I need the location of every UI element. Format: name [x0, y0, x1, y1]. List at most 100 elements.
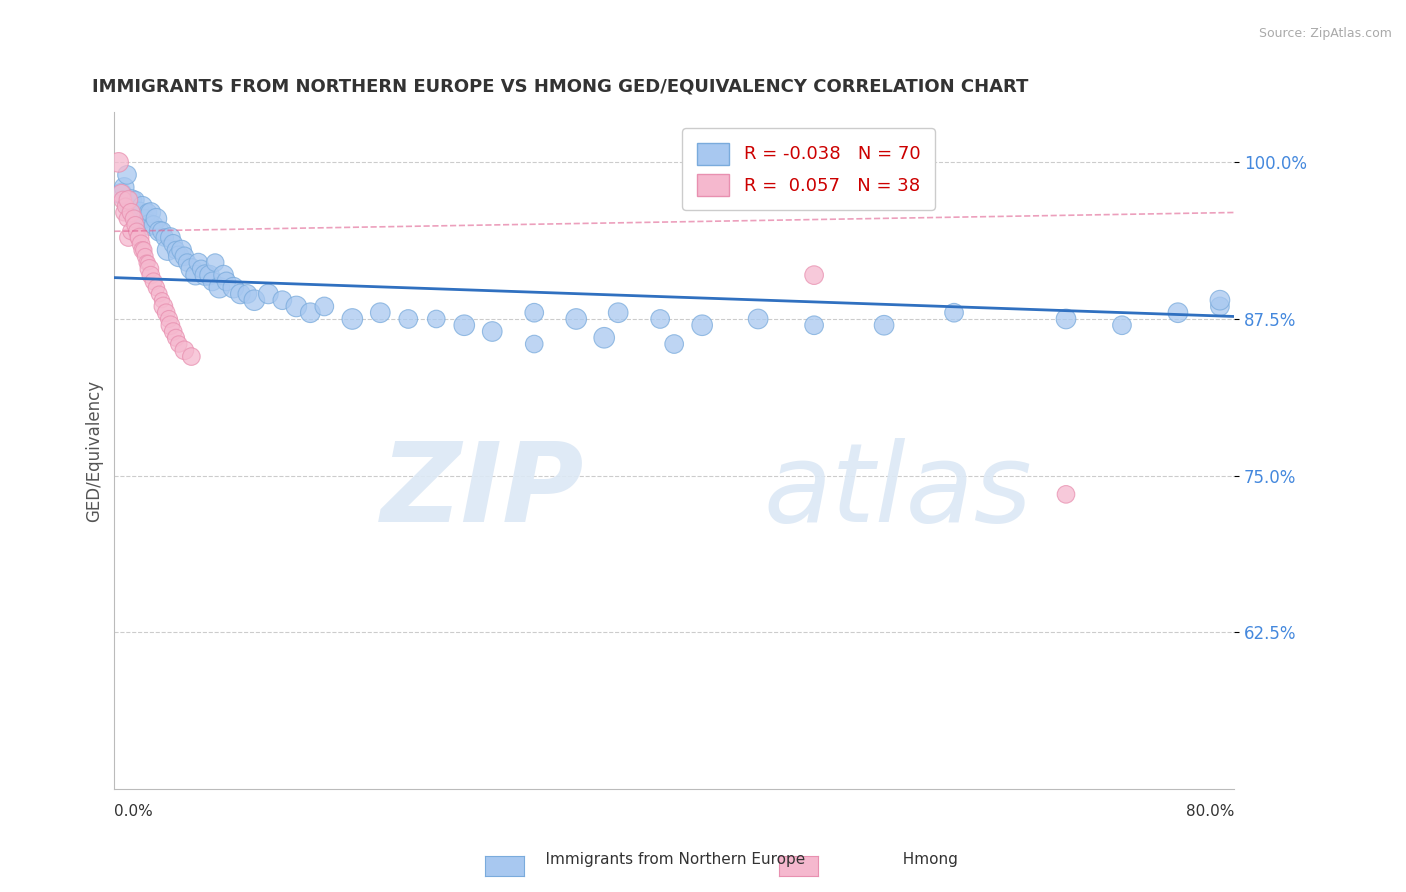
- Point: [134, 211, 156, 226]
- Point: [523, 306, 546, 320]
- Point: [148, 287, 170, 301]
- Point: [142, 218, 165, 232]
- Point: [257, 287, 280, 301]
- Point: [803, 268, 825, 282]
- Point: [155, 306, 177, 320]
- Point: [425, 312, 447, 326]
- Point: [165, 243, 187, 257]
- Point: [204, 255, 226, 269]
- Point: [114, 199, 136, 213]
- Text: 80.0%: 80.0%: [1185, 804, 1234, 819]
- Point: [153, 230, 176, 244]
- Text: IMMIGRANTS FROM NORTHERN EUROPE VS HMONG GED/EQUIVALENCY CORRELATION CHART: IMMIGRANTS FROM NORTHERN EUROPE VS HMONG…: [91, 78, 1028, 95]
- Point: [285, 300, 308, 314]
- Point: [111, 193, 134, 207]
- Point: [138, 261, 160, 276]
- Point: [129, 236, 152, 251]
- Point: [124, 193, 146, 207]
- Point: [1209, 300, 1232, 314]
- Point: [187, 255, 209, 269]
- Point: [229, 287, 252, 301]
- Point: [136, 255, 159, 269]
- Point: [122, 211, 145, 226]
- Point: [1111, 318, 1133, 333]
- Point: [368, 306, 391, 320]
- Point: [650, 312, 672, 326]
- Point: [215, 274, 238, 288]
- Point: [120, 224, 142, 238]
- Point: [112, 180, 135, 194]
- Point: [124, 211, 146, 226]
- Point: [662, 337, 685, 351]
- Point: [314, 300, 336, 314]
- Point: [1209, 293, 1232, 308]
- Point: [523, 337, 546, 351]
- Point: [190, 261, 212, 276]
- Text: 0.0%: 0.0%: [114, 804, 153, 819]
- Point: [607, 306, 630, 320]
- Point: [110, 186, 132, 201]
- Point: [162, 236, 184, 251]
- Point: [117, 199, 139, 213]
- Point: [121, 205, 143, 219]
- Point: [173, 343, 195, 358]
- Point: [201, 274, 224, 288]
- Point: [747, 312, 769, 326]
- Point: [124, 218, 146, 232]
- Point: [180, 350, 202, 364]
- Point: [943, 306, 966, 320]
- Point: [159, 318, 181, 333]
- Point: [176, 255, 198, 269]
- Point: [453, 318, 475, 333]
- Point: [156, 243, 179, 257]
- Point: [873, 318, 896, 333]
- Point: [690, 318, 713, 333]
- Point: [180, 261, 202, 276]
- Point: [134, 249, 156, 263]
- Point: [107, 155, 129, 169]
- Y-axis label: GED/Equivalency: GED/Equivalency: [86, 379, 103, 522]
- Point: [139, 205, 162, 219]
- Point: [145, 211, 167, 226]
- Point: [148, 224, 170, 238]
- Point: [136, 205, 159, 219]
- Point: [243, 293, 266, 308]
- Point: [132, 243, 155, 257]
- Point: [128, 205, 150, 219]
- Point: [803, 318, 825, 333]
- Point: [150, 224, 173, 238]
- Point: [125, 224, 148, 238]
- Point: [117, 193, 139, 207]
- Point: [110, 186, 132, 201]
- Point: [139, 268, 162, 282]
- Text: ZIP: ZIP: [381, 438, 585, 545]
- Point: [167, 249, 190, 263]
- Point: [128, 230, 150, 244]
- Point: [159, 230, 181, 244]
- Point: [162, 325, 184, 339]
- Point: [236, 287, 259, 301]
- Point: [150, 293, 173, 308]
- Point: [127, 230, 149, 244]
- Point: [120, 193, 142, 207]
- Text: atlas: atlas: [763, 438, 1032, 545]
- Point: [117, 230, 139, 244]
- Point: [593, 331, 616, 345]
- Point: [481, 325, 503, 339]
- Text: Immigrants from Northern Europe                    Hmong: Immigrants from Northern Europe Hmong: [449, 852, 957, 867]
- Point: [184, 268, 207, 282]
- Point: [165, 331, 187, 345]
- Point: [194, 268, 217, 282]
- Point: [120, 205, 142, 219]
- Point: [565, 312, 588, 326]
- Point: [152, 300, 174, 314]
- Point: [222, 280, 245, 294]
- Point: [271, 293, 294, 308]
- Text: Source: ZipAtlas.com: Source: ZipAtlas.com: [1258, 27, 1392, 40]
- Point: [138, 218, 160, 232]
- Point: [145, 280, 167, 294]
- Point: [135, 255, 157, 269]
- Point: [170, 243, 193, 257]
- Point: [167, 337, 190, 351]
- Point: [212, 268, 235, 282]
